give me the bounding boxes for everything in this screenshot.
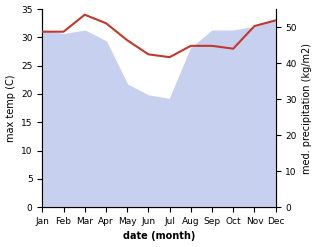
Y-axis label: max temp (C): max temp (C) xyxy=(5,74,16,142)
X-axis label: date (month): date (month) xyxy=(123,231,195,242)
Y-axis label: med. precipitation (kg/m2): med. precipitation (kg/m2) xyxy=(302,43,313,174)
